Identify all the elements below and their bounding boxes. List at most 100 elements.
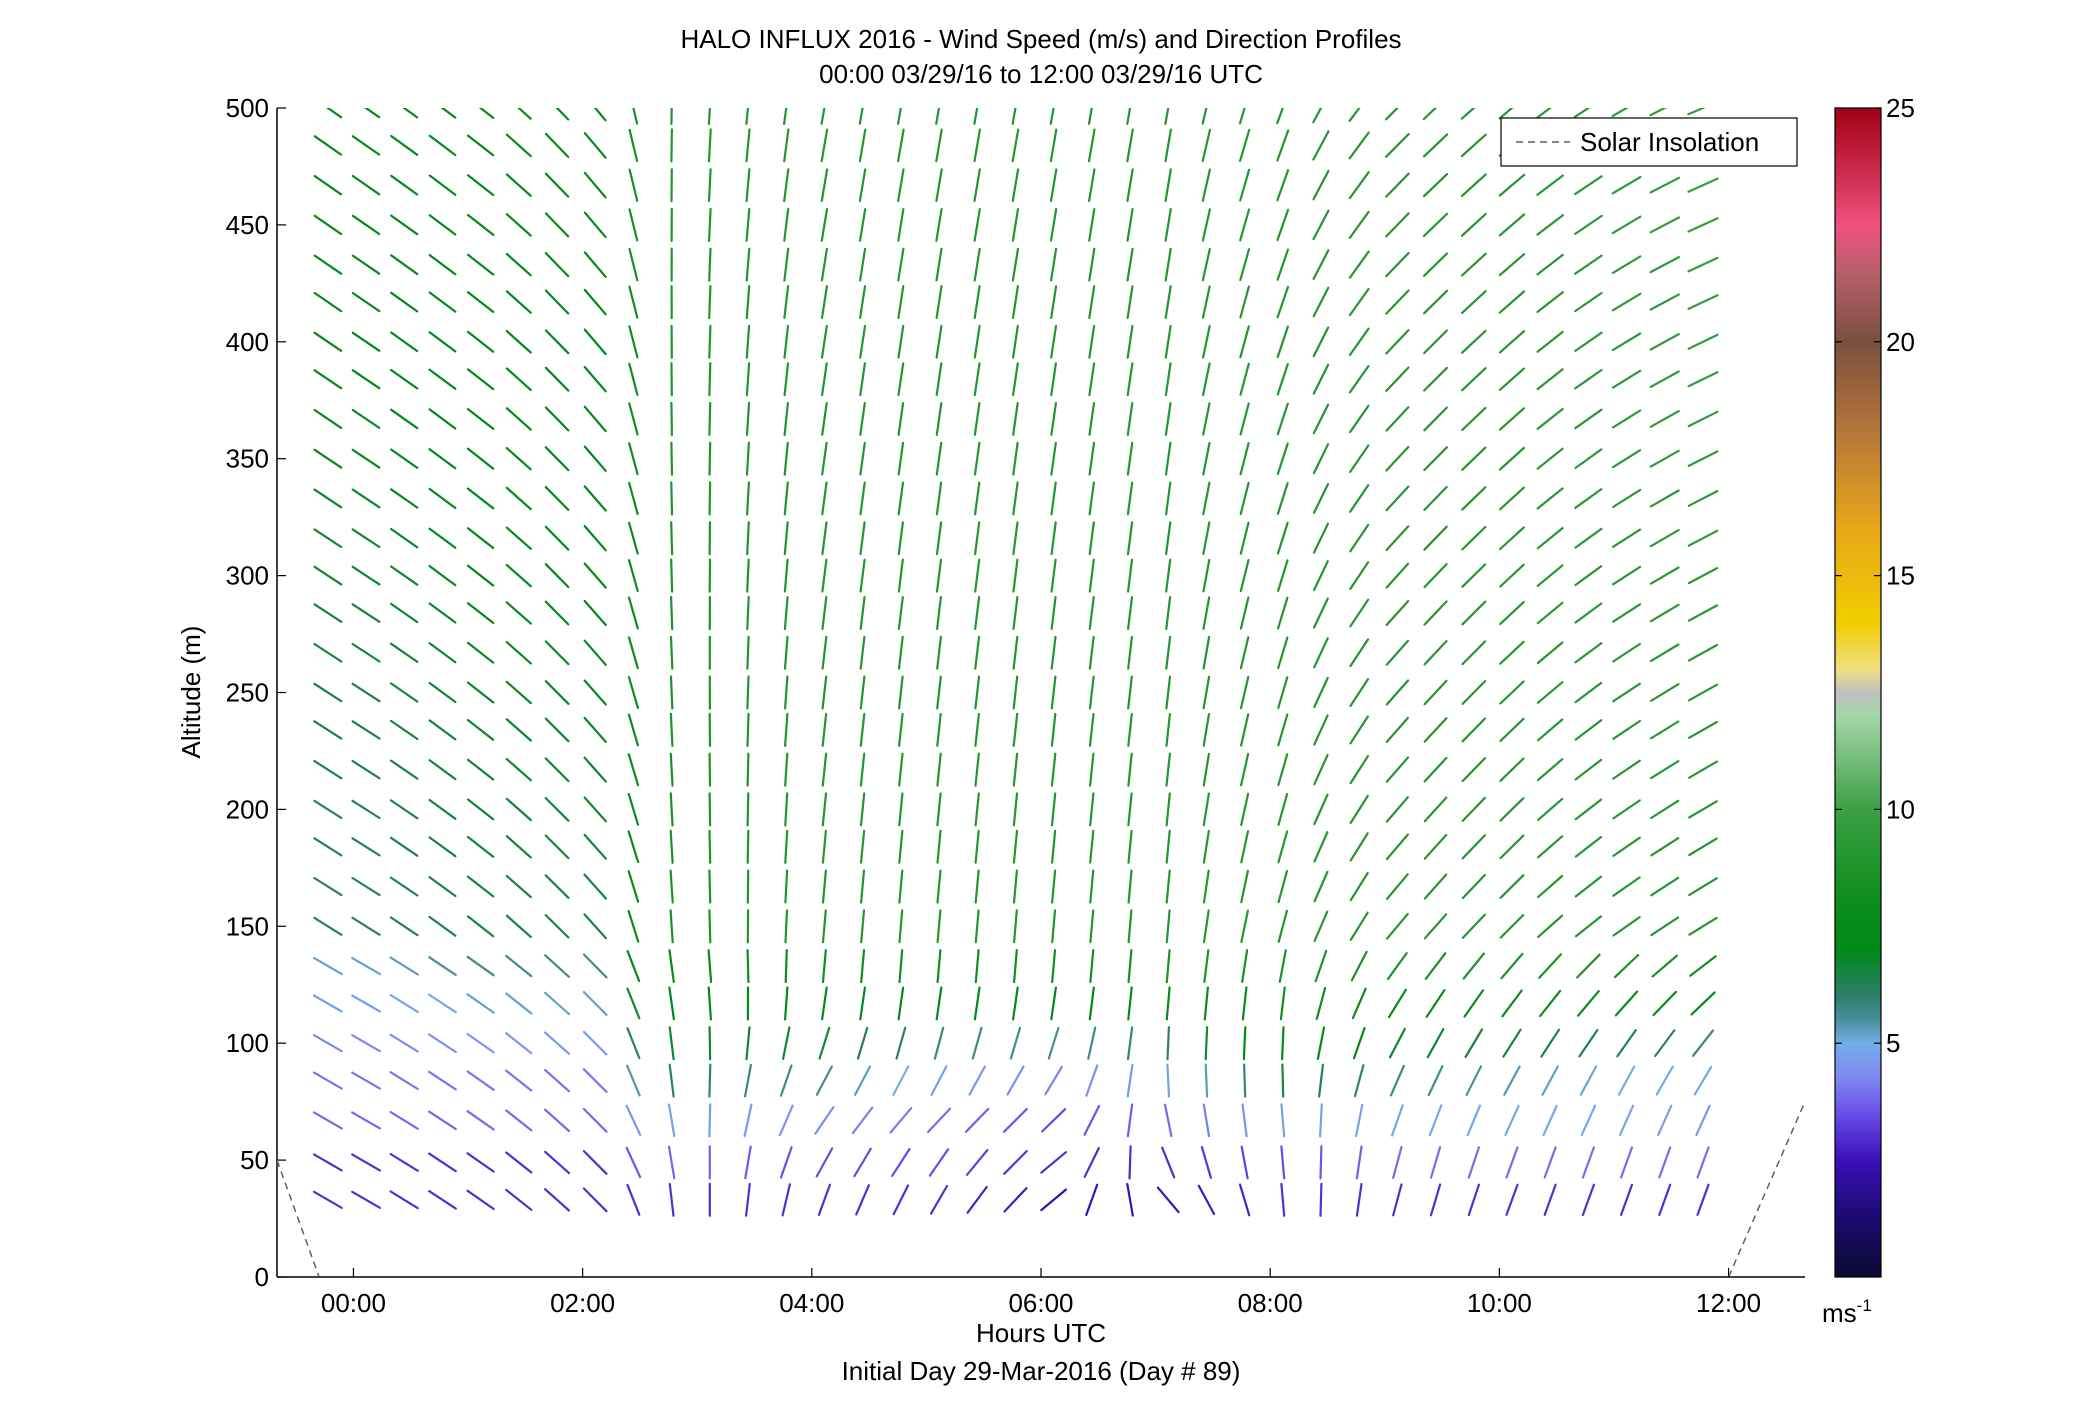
wind-vector — [897, 521, 905, 556]
wind-vector — [745, 207, 751, 242]
wind-vector — [625, 1104, 642, 1137]
wind-vector — [935, 595, 943, 631]
wind-vector — [1040, 1108, 1067, 1133]
wind-vector — [1500, 952, 1524, 980]
wind-vector — [1460, 213, 1487, 237]
wind-vector — [1392, 1183, 1403, 1217]
wind-vector — [1313, 637, 1329, 669]
wind-vector — [478, 108, 495, 120]
wind-vector — [1050, 521, 1057, 556]
wind-vector — [1239, 442, 1250, 476]
wind-vector — [707, 207, 712, 242]
wind-vector — [821, 521, 828, 556]
wind-vector — [1276, 596, 1289, 630]
wind-vector — [628, 168, 639, 202]
wind-vector — [974, 909, 980, 944]
wind-vector — [428, 993, 457, 1014]
wind-vector — [312, 994, 343, 1013]
wind-vector — [351, 331, 381, 352]
wind-vector — [1318, 1103, 1323, 1138]
wind-vector — [466, 993, 495, 1014]
wind-vector — [505, 213, 532, 237]
wind-vector — [351, 1190, 381, 1209]
wind-vector — [898, 752, 904, 787]
wind-vector — [1649, 108, 1668, 117]
wind-vector — [708, 1063, 712, 1098]
wind-vector — [1687, 643, 1719, 662]
wind-vector — [897, 247, 905, 282]
wind-vector — [1423, 562, 1448, 589]
wind-vector — [1239, 325, 1250, 359]
wind-vector — [313, 759, 343, 780]
wind-vector — [625, 1146, 642, 1179]
wind-vector — [1088, 285, 1096, 319]
wind-vector — [936, 829, 942, 864]
wind-vector — [1011, 108, 1017, 125]
wind-vector — [1313, 676, 1329, 709]
wind-vector — [1498, 446, 1525, 471]
wind-vector — [1201, 108, 1208, 125]
wind-vector — [1429, 1145, 1442, 1179]
colorbar-tick-label: 25 — [1886, 93, 1915, 123]
wind-vector — [1088, 324, 1096, 359]
wind-vector — [1012, 521, 1019, 556]
wind-vector — [1649, 256, 1681, 274]
wind-vector — [1574, 719, 1603, 741]
wind-vector — [1127, 712, 1133, 747]
x-tick-label: 00:00 — [321, 1288, 386, 1318]
wind-vector — [745, 1026, 751, 1061]
wind-vector — [1165, 829, 1171, 864]
wind-vector — [428, 527, 457, 549]
wind-vector — [1649, 720, 1680, 740]
wind-vector — [1687, 371, 1719, 388]
wind-vector — [505, 447, 532, 471]
wind-vector — [505, 874, 532, 899]
wind-vector — [708, 247, 712, 282]
wind-vector — [1276, 108, 1284, 125]
wind-vector — [783, 675, 789, 710]
wind-vector — [1165, 595, 1172, 631]
wind-vector — [313, 799, 343, 820]
wind-vector — [1277, 713, 1289, 747]
wind-vector — [505, 330, 532, 354]
wind-vector — [1011, 247, 1020, 282]
wind-vector — [1163, 1103, 1173, 1138]
wind-vector — [1543, 1146, 1557, 1179]
wind-vector — [708, 324, 712, 359]
wind-vector — [746, 792, 750, 827]
wind-vector — [1011, 362, 1019, 397]
wind-vector — [1312, 209, 1330, 241]
wind-vector — [428, 487, 457, 510]
wind-vector — [1012, 792, 1019, 827]
wind-vector — [466, 1032, 495, 1054]
wind-vector — [1536, 253, 1564, 276]
wind-vector — [351, 720, 381, 740]
wind-vector — [1203, 986, 1210, 1021]
wind-vector — [1463, 989, 1485, 1018]
wind-vector — [544, 796, 570, 822]
wind-vector — [1574, 527, 1603, 549]
wind-vector — [1277, 869, 1289, 904]
wind-vector — [1422, 289, 1449, 315]
wind-vector — [1240, 869, 1250, 904]
wind-vector — [1574, 602, 1603, 624]
y-tick-label: 50 — [240, 1145, 269, 1175]
wind-vector — [1461, 834, 1487, 860]
y-tick-label: 400 — [226, 327, 269, 357]
wind-vector — [505, 486, 532, 511]
wind-vector — [1165, 986, 1171, 1021]
wind-vector — [1422, 173, 1449, 198]
wind-vector — [1574, 488, 1603, 509]
wind-vector — [973, 362, 981, 397]
wind-vector — [669, 829, 674, 864]
wind-vector — [1049, 108, 1055, 125]
wind-vector — [582, 1187, 608, 1213]
wind-vector — [628, 285, 639, 319]
wind-vector — [669, 909, 674, 944]
wind-vector — [859, 521, 866, 556]
wind-vector — [505, 640, 532, 665]
wind-vector — [1012, 909, 1018, 944]
wind-vector — [1012, 558, 1019, 593]
wind-vector — [783, 441, 789, 476]
wind-vector — [351, 916, 381, 936]
